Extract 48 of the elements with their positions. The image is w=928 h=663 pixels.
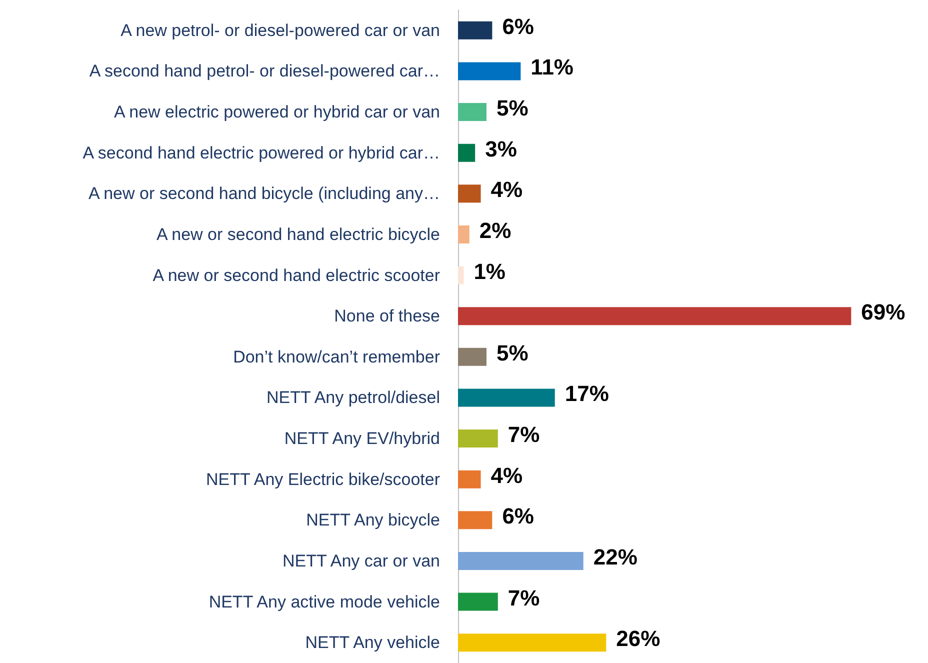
y-tick-label: A new electric powered or hybrid car or van — [114, 102, 440, 122]
y-tick-label: NETT Any car or van — [282, 551, 440, 570]
data-label: 17% — [564, 381, 609, 406]
bar — [458, 21, 492, 40]
data-label: 3% — [485, 136, 517, 162]
data-label: 6% — [502, 14, 534, 39]
data-label: 11% — [530, 54, 574, 80]
data-label: 4% — [490, 177, 523, 202]
data-label: 4% — [490, 462, 523, 488]
bar — [458, 184, 481, 203]
data-label: 22% — [593, 544, 638, 570]
y-tick-label: A second hand petrol- or diesel-powered car… — [89, 62, 440, 81]
bar — [458, 62, 521, 80]
y-tick-label: NETT Any vehicle — [305, 633, 440, 652]
y-tick-label: NETT Any petrol/diesel — [266, 388, 440, 408]
y-tick-label: A second hand electric powered or hybrid car… — [82, 143, 440, 162]
y-tick-label: A new petrol- or diesel-powered car or van — [120, 20, 440, 40]
bar — [458, 634, 606, 652]
data-label: 1% — [474, 258, 506, 284]
bar — [458, 307, 852, 326]
y-tick-label: A new or second hand bicycle (including any… — [88, 184, 440, 204]
data-label: 5% — [496, 96, 528, 121]
y-tick-label: NETT Any bicycle — [306, 510, 440, 530]
data-label: 69% — [861, 300, 906, 325]
bar — [458, 103, 486, 122]
bar — [458, 552, 584, 570]
y-tick-label: A new or second hand electric bicycle — [156, 224, 440, 244]
bar — [458, 266, 464, 284]
bar — [458, 511, 492, 530]
y-tick-label: Don’t know/can’t remember — [233, 347, 440, 366]
data-label: 6% — [502, 504, 534, 529]
data-label: 2% — [479, 218, 512, 243]
bar — [458, 592, 498, 611]
bar — [458, 225, 470, 244]
y-tick-label: A new or second hand electric scooter — [152, 266, 440, 285]
y-tick-label: NETT Any EV/hybrid — [284, 429, 440, 448]
bar — [458, 388, 555, 407]
y-tick-label: None of these — [334, 306, 440, 326]
bar — [458, 144, 476, 162]
y-tick-label: NETT Any Electric bike/scooter — [206, 470, 440, 489]
data-label: 26% — [616, 626, 660, 652]
bar — [458, 348, 486, 366]
data-label: 5% — [496, 340, 528, 366]
data-label: 7% — [508, 585, 540, 610]
data-label: 7% — [508, 422, 540, 448]
bar — [458, 430, 498, 448]
y-tick-label: NETT Any active mode vehicle — [208, 592, 440, 612]
bar — [458, 470, 481, 488]
